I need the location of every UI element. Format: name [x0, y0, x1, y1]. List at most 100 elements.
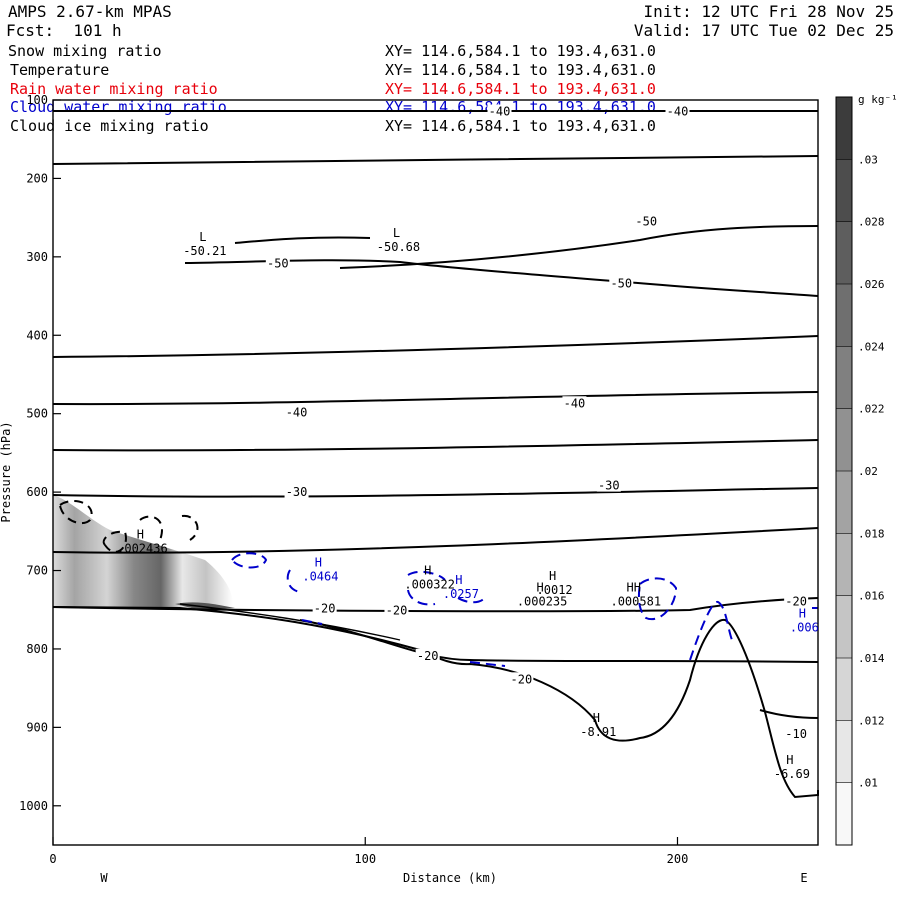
x-axis-label: Distance (km) [403, 871, 497, 885]
y-tick-label: 400 [26, 328, 48, 342]
temperature-label-text: -20 [417, 649, 439, 663]
temperature-labels: -40 -40 -50 -50 -50 -40 -40 -30 -30 -20 -20 -20 -20 -… [265, 104, 809, 741]
colorbar-swatch [836, 595, 852, 658]
label-knockout [284, 484, 309, 498]
colorbar-swatch [836, 533, 852, 596]
terrain-outline [52, 603, 819, 799]
extremum-mark: H [424, 563, 431, 577]
temperature-contours [52, 109, 819, 719]
colorbar-label: .028 [858, 216, 885, 229]
temperature-label: -10 [784, 727, 809, 741]
colorbar-swatch [836, 782, 852, 845]
extremum-value: .0012 [537, 583, 573, 597]
cloud-water-contours [231, 552, 818, 667]
field-name-cloud-ice: Cloud ice mixing ratio [10, 117, 209, 135]
colorbar-label: .02 [858, 465, 878, 478]
colorbar-label: .012 [858, 714, 885, 727]
extremum-mark: H [786, 753, 793, 767]
colorbar-swatch [836, 346, 852, 409]
label-knockout [562, 396, 587, 410]
label-knockout [609, 276, 634, 290]
colorbar-swatch [836, 471, 852, 534]
extremum-value: .000235 [517, 595, 568, 609]
extremum-mark: H [593, 711, 600, 725]
y-tick-label: 100 [26, 93, 48, 107]
label-knockout [784, 594, 809, 608]
x-tick-labels: 0 100 200 [49, 852, 688, 866]
extremum-mark: H [799, 607, 806, 621]
colorbar-label: .03 [858, 153, 878, 166]
field-name-temperature: Temperature [10, 61, 110, 79]
colorbar-label: .01 [858, 777, 878, 790]
temperature-label: -50 [609, 276, 634, 290]
temperature-label: -40 [284, 405, 309, 420]
axis-ticks [52, 99, 679, 845]
colorbar-swatch [836, 658, 852, 721]
extremum-value: .000581 [610, 595, 661, 609]
extremum-value: .000322 [404, 577, 455, 591]
cloud-ice-contours [59, 500, 199, 553]
temperature-label: -20 [415, 648, 440, 663]
colorbar-unit: g kg⁻¹ [858, 93, 898, 106]
temperature-label-text: -30 [598, 479, 620, 493]
field-name-snow: Snow mixing ratio [8, 42, 162, 60]
temperature-label: -40 [487, 104, 512, 119]
temperature-label-text: -30 [286, 485, 308, 499]
colorbar-swatch [836, 221, 852, 284]
temperature-label: -30 [284, 484, 309, 499]
extremum-mark: H [536, 581, 543, 595]
colorbar-label: .018 [858, 527, 885, 540]
temperature-label-text: -40 [667, 105, 689, 119]
y-tick-label: 1000 [19, 799, 48, 813]
extremum-value: .002436 [117, 541, 168, 555]
label-knockout [596, 478, 621, 492]
field-xy-temperature: XY= 114.6,584.1 to 193.4,631.0 [385, 61, 656, 79]
label-knockout [312, 601, 337, 615]
plot-frame [52, 99, 819, 846]
snow-shading [53, 495, 235, 610]
colorbar-swatch [836, 408, 852, 471]
valid-time: Valid: 17 UTC Tue 02 Dec 25 [633, 21, 894, 40]
extremum-value: .0464 [302, 570, 338, 584]
y-tick-label: 300 [26, 250, 48, 264]
y-tick-label: 500 [26, 407, 48, 421]
temperature-label-text: -20 [785, 595, 807, 609]
extremum-value: .0257 [443, 587, 479, 601]
temperature-label: -20 [312, 601, 337, 616]
field-xy-snow: XY= 114.6,584.1 to 193.4,631.0 [385, 42, 656, 60]
east-label: E [800, 871, 807, 885]
extremum-value: -6.69 [774, 767, 810, 781]
extremum-mark: L [199, 230, 206, 244]
label-knockout [384, 603, 409, 617]
colorbar-label: .024 [858, 340, 885, 353]
y-tick-labels: 100 200 300 400 500 600 700 800 900 1000 [19, 93, 48, 813]
temperature-label-text: -50 [635, 214, 657, 228]
field-name-rain: Rain water mixing ratio [10, 80, 218, 98]
extremum-mark: L [393, 226, 400, 240]
label-knockout [265, 256, 290, 270]
temperature-label-text: -50 [267, 257, 289, 271]
temperature-label-text: -40 [286, 406, 308, 420]
temperature-label-text: -40 [489, 105, 511, 119]
field-xy-rain: XY= 114.6,584.1 to 193.4,631.0 [385, 80, 656, 98]
extremum-value: .006 [790, 621, 819, 635]
extremum-mark: H [549, 569, 556, 583]
temperature-label-text: -50 [610, 276, 632, 290]
extremum-mark: H [137, 527, 144, 541]
colorbar-label: .022 [858, 403, 885, 416]
colorbar-swatch [836, 720, 852, 783]
temperature-label: -50 [265, 256, 290, 271]
temperature-label-text: -20 [511, 672, 533, 686]
label-knockout [487, 104, 512, 118]
temperature-label-text: -20 [314, 602, 336, 616]
extremum-mark: H [315, 556, 322, 570]
label-knockout [784, 727, 809, 741]
y-tick-label: 800 [26, 642, 48, 656]
extremum-mark: HH [627, 581, 641, 595]
temperature-label: -20 [384, 603, 409, 617]
y-tick-label: 200 [26, 171, 48, 185]
y-tick-label: 600 [26, 485, 48, 499]
colorbar-swatch [836, 159, 852, 222]
